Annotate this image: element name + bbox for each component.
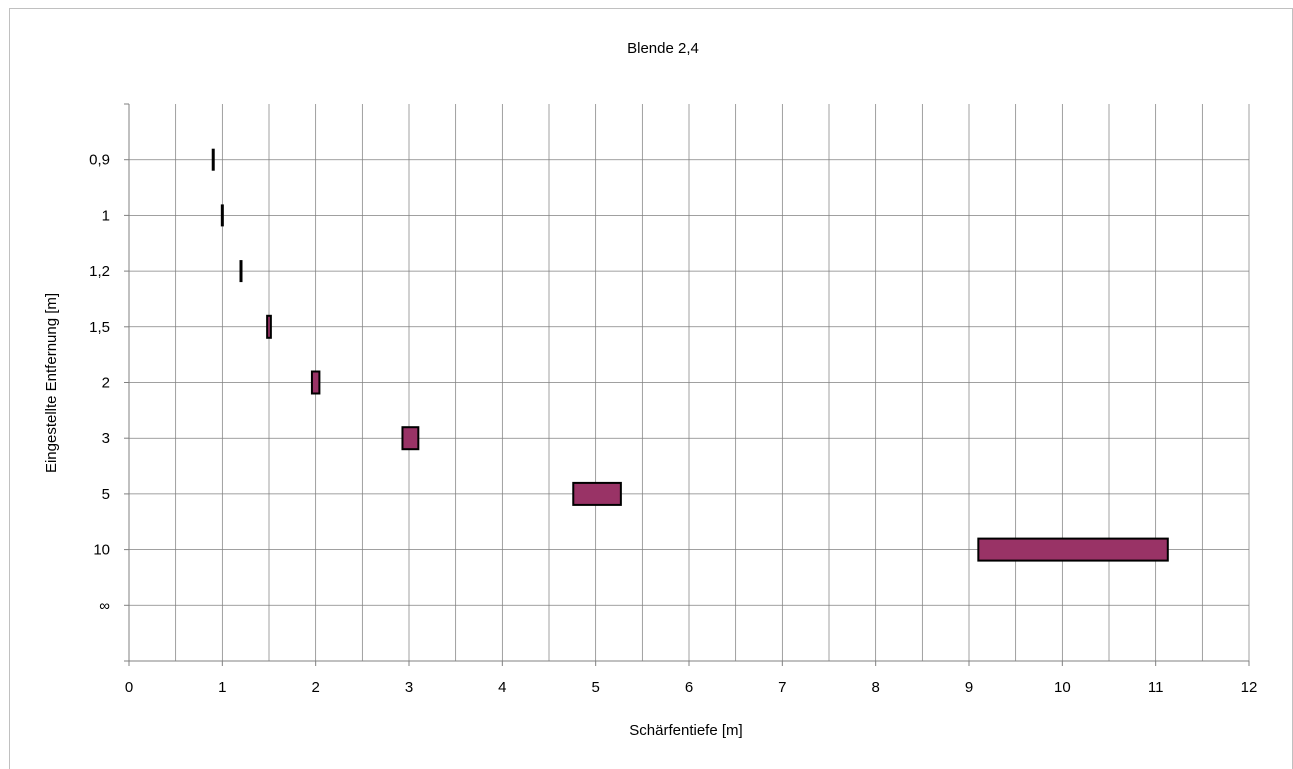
bars: [211, 148, 1169, 562]
range-bar: [977, 537, 1169, 562]
y-tick-label: 0,9: [89, 152, 110, 169]
range-bar: [310, 370, 321, 395]
range-bar: [211, 148, 215, 171]
y-tick-label: 10: [93, 542, 110, 559]
y-axis-label: Eingestellte Entfernung [m]: [43, 293, 60, 473]
x-tick-label: 11: [1148, 679, 1164, 696]
x-axis-label: Schärfentiefe [m]: [629, 722, 742, 739]
x-tick-label: 6: [685, 679, 693, 696]
grid: [129, 104, 1250, 661]
y-tick-label: 1,2: [89, 263, 110, 280]
y-tick-label: 1: [102, 207, 110, 224]
chart-title: Blende 2,4: [627, 40, 699, 57]
x-tick-label: 5: [591, 679, 599, 696]
x-tick-label: 8: [871, 679, 879, 696]
y-tick-label: 3: [102, 430, 110, 447]
x-tick-label: 4: [498, 679, 506, 696]
x-tick-label: 2: [311, 679, 319, 696]
x-tick-label: 1: [218, 679, 226, 696]
range-bar: [572, 481, 622, 506]
y-tick-label: 1,5: [89, 319, 110, 336]
range-bar: [401, 426, 420, 451]
x-tick-label: 9: [965, 679, 973, 696]
y-tick-label: 2: [102, 375, 110, 392]
y-tick-label: ∞: [99, 597, 110, 614]
range-bar: [266, 314, 272, 339]
range-bar: [239, 260, 243, 283]
x-tick-label: 0: [125, 679, 133, 696]
axes: [124, 103, 1250, 666]
x-tick-label: 10: [1054, 679, 1071, 696]
y-tick-label: 5: [102, 486, 110, 503]
x-tick-label: 12: [1241, 679, 1258, 696]
x-tick-label: 3: [405, 679, 413, 696]
x-tick-label: 7: [778, 679, 786, 696]
range-bar: [220, 204, 224, 227]
